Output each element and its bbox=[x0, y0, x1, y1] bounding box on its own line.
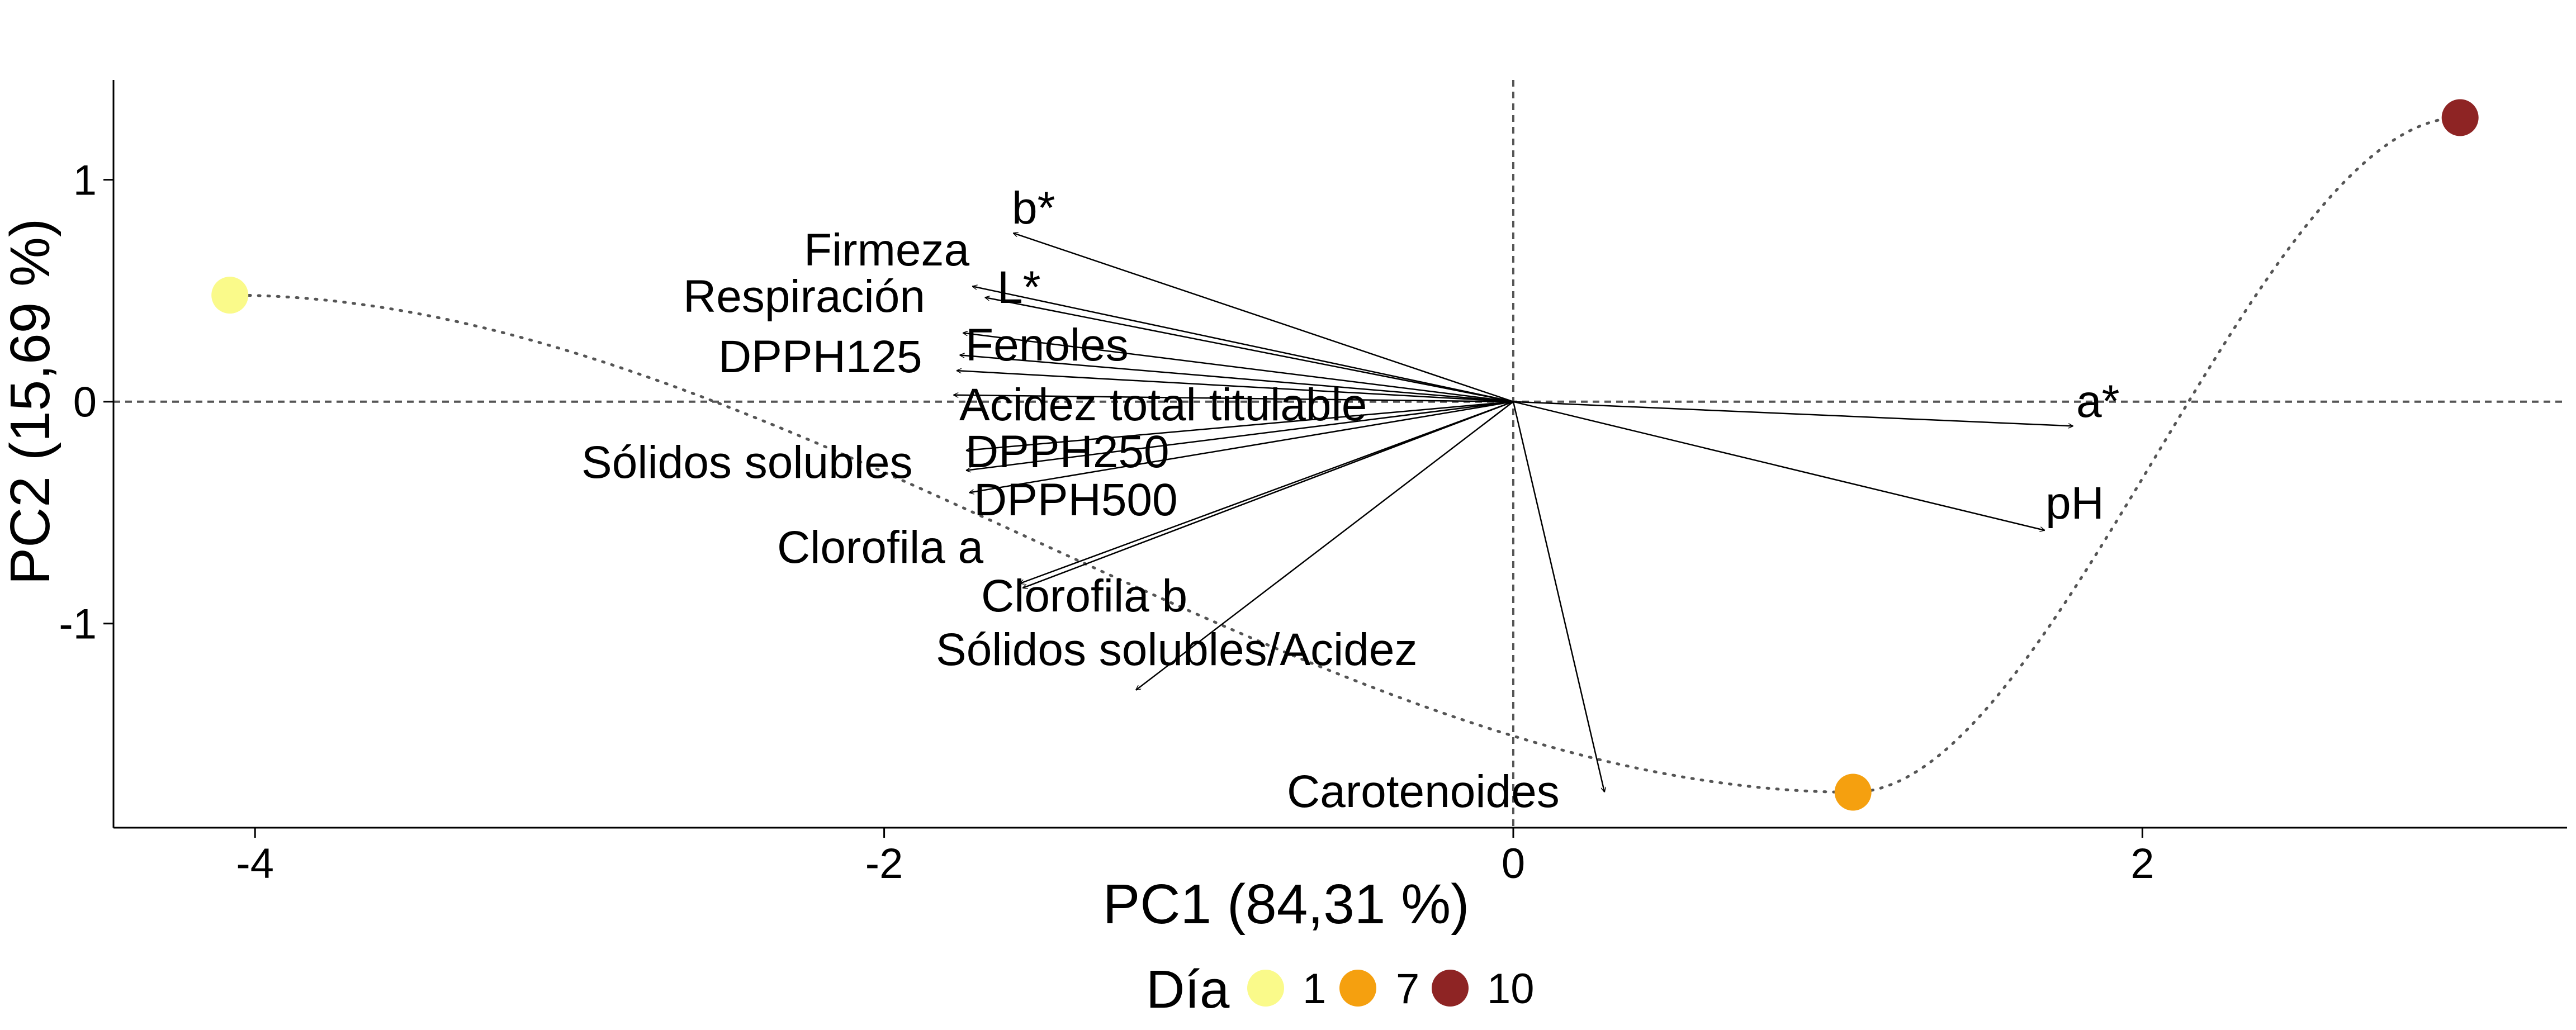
loading-arrow-dpph500 bbox=[969, 401, 1514, 493]
score-point-day-1 bbox=[211, 277, 249, 314]
loading-label-firmeza: Firmeza bbox=[804, 225, 970, 276]
loading-arrow-ph bbox=[1513, 401, 2045, 530]
legend-key-day-7 bbox=[1339, 970, 1376, 1007]
axes: -4 -2 0 2 -1 0 1 PC1 (84,31 %) PC2 (15,69 %) bbox=[0, 80, 2567, 936]
loading-arrow-l-star bbox=[985, 297, 1514, 402]
loading-arrow-solidos-solubles bbox=[966, 401, 1514, 471]
reference-lines bbox=[113, 80, 2567, 828]
score-point-day-10 bbox=[2441, 99, 2479, 136]
x-tick-label: 2 bbox=[2130, 840, 2154, 887]
loading-arrow-a-star bbox=[1513, 401, 2073, 426]
loading-label-carotenoides: Carotenoides bbox=[1287, 766, 1560, 817]
score-point-day-7 bbox=[1834, 773, 1872, 811]
loading-label-dpph250: DPPH250 bbox=[965, 426, 1169, 477]
trajectory-curve bbox=[228, 116, 2462, 794]
loading-label-ph: pH bbox=[2045, 478, 2104, 529]
loading-arrow-dpph125 bbox=[956, 371, 1514, 402]
loading-labels: b* Firmeza L* Respiración Fenoles DPPH125 Acid… bbox=[581, 183, 2120, 817]
loading-label-dpph125: DPPH125 bbox=[718, 331, 922, 382]
x-tick-label: -4 bbox=[236, 840, 274, 887]
loading-arrow-fenoles bbox=[960, 355, 1514, 402]
loading-label-dpph500: DPPH500 bbox=[974, 474, 1178, 525]
loading-arrow-respiracion bbox=[963, 333, 1514, 402]
loading-arrow-clorofila-a bbox=[1020, 401, 1514, 584]
loading-arrow-clorofila-b bbox=[1022, 401, 1514, 588]
legend-key-day-10 bbox=[1432, 970, 1469, 1007]
loading-label-a-star: a* bbox=[2076, 376, 2120, 427]
y-tick-label: 1 bbox=[73, 157, 97, 205]
loading-label-solidos-solubles: Sólidos solubles bbox=[581, 437, 913, 488]
legend: Día 1 7 10 bbox=[1146, 960, 1535, 1019]
loading-label-b-star: b* bbox=[1012, 183, 1055, 234]
loading-label-clorofila-a: Clorofila a bbox=[777, 522, 984, 573]
legend-key-day-1 bbox=[1247, 970, 1284, 1007]
legend-label-day-1: 1 bbox=[1303, 965, 1326, 1013]
y-axis-title: PC2 (15,69 %) bbox=[0, 219, 61, 585]
x-axis-title: PC1 (84,31 %) bbox=[1103, 873, 1470, 936]
y-tick-label: 0 bbox=[73, 379, 97, 426]
legend-label-day-10: 10 bbox=[1487, 965, 1535, 1013]
loading-arrow-acidez-total-titulable bbox=[953, 395, 1513, 402]
x-tick-label: 0 bbox=[1502, 840, 1525, 887]
loading-label-clorofila-b: Clorofila b bbox=[981, 571, 1187, 621]
loading-arrow-firmeza bbox=[972, 286, 1514, 402]
loading-arrow-solidos-solubles-acidez bbox=[1136, 401, 1514, 691]
score-points bbox=[211, 99, 2479, 811]
loading-label-solidos-solubles-acidez: Sólidos solubles/Acidez bbox=[936, 624, 1417, 675]
loading-label-l-star: L* bbox=[997, 262, 1041, 313]
trajectory-line bbox=[228, 116, 2462, 794]
loading-arrows bbox=[953, 233, 2073, 792]
loading-arrow-carotenoides bbox=[1512, 401, 1604, 792]
loading-label-acidez-total-titulable: Acidez total titulable bbox=[959, 379, 1367, 430]
loading-label-respiracion: Respiración bbox=[683, 271, 925, 322]
loading-arrow-b-star bbox=[1013, 233, 1514, 402]
loading-arrow-dpph250 bbox=[966, 401, 1514, 450]
legend-title: Día bbox=[1146, 960, 1230, 1019]
x-tick-label: -2 bbox=[865, 840, 903, 887]
legend-label-day-7: 7 bbox=[1396, 965, 1419, 1013]
loading-label-fenoles: Fenoles bbox=[965, 320, 1129, 371]
y-tick-label: -1 bbox=[59, 601, 97, 648]
